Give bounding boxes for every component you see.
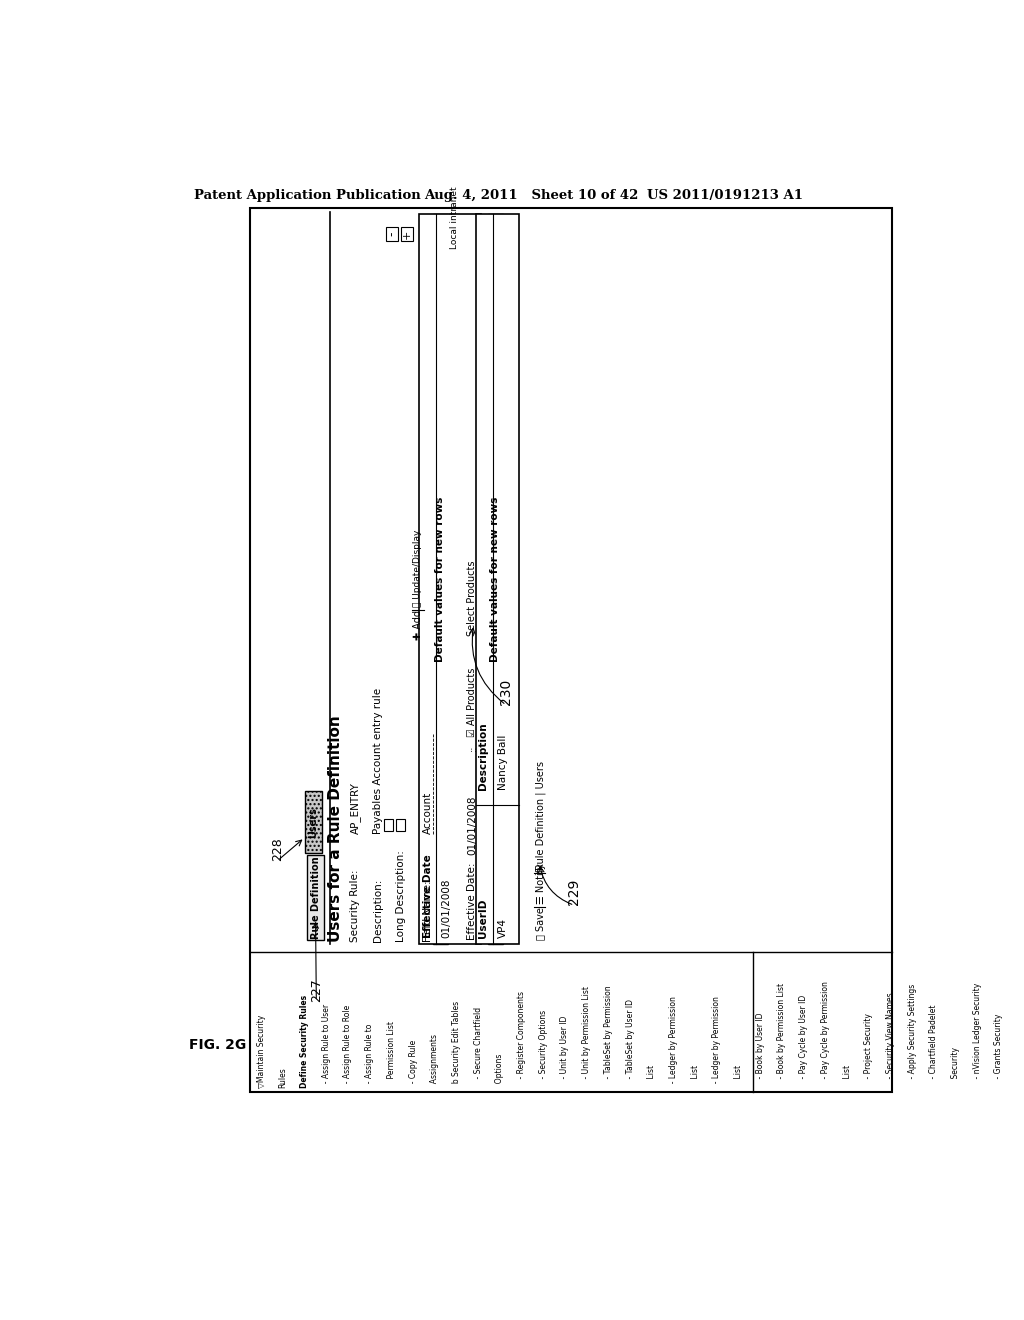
Text: - Assign Rule to User: - Assign Rule to User [322, 1003, 331, 1088]
Text: - Security Options: - Security Options [539, 1010, 548, 1088]
Text: Local intranet: Local intranet [451, 186, 460, 249]
Text: 💾 Update/Display: 💾 Update/Display [414, 529, 422, 607]
Text: ☰ Notify: ☰ Notify [536, 863, 546, 904]
Text: - Ledger by Permission: - Ledger by Permission [669, 995, 678, 1088]
Text: 227: 227 [310, 978, 323, 1002]
Text: FIG. 2G: FIG. 2G [189, 1039, 247, 1052]
Text: Effective Date:: Effective Date: [467, 862, 477, 940]
Text: Rule Definition | Users: Rule Definition | Users [536, 760, 546, 870]
Text: Security Rule:: Security Rule: [349, 870, 359, 942]
Text: - Grants Security: - Grants Security [994, 1014, 1004, 1088]
Text: Rule Definition: Rule Definition [310, 857, 321, 939]
Text: List: List [734, 1065, 743, 1088]
Text: - Copy Rule: - Copy Rule [409, 1040, 418, 1088]
Text: - Secure Chartfield: - Secure Chartfield [474, 1007, 482, 1088]
Text: Payables Account entry rule: Payables Account entry rule [373, 688, 383, 834]
Text: +: + [402, 230, 412, 239]
Text: - Ledger by Permission: - Ledger by Permission [713, 995, 721, 1088]
Text: - Book by Permission List: - Book by Permission List [777, 982, 786, 1088]
Text: - Register Components: - Register Components [517, 991, 526, 1088]
Text: - TableSet by Permission: - TableSet by Permission [604, 985, 612, 1088]
Text: Users: Users [308, 807, 318, 838]
Text: VP4: VP4 [498, 917, 508, 937]
Text: Description: Description [478, 722, 488, 789]
Text: - Apply Security Settings: - Apply Security Settings [907, 983, 916, 1088]
Bar [432, 214, 449, 944]
Bar [487, 214, 503, 944]
Text: 01/01/2008: 01/01/2008 [441, 878, 452, 937]
Text: - Book by User ID: - Book by User ID [756, 1012, 765, 1088]
Text: Rules: Rules [279, 1067, 288, 1088]
Text: Nancy Ball: Nancy Ball [498, 734, 508, 789]
Text: Field Name:: Field Name: [423, 880, 433, 942]
Text: Long Description:: Long Description: [396, 850, 407, 942]
Text: Permission List: Permission List [387, 1020, 396, 1088]
Text: List: List [647, 1065, 656, 1088]
Text: - Security View Names: - Security View Names [886, 993, 895, 1088]
Text: UserID: UserID [478, 899, 488, 937]
Text: Select Products: Select Products [467, 560, 477, 636]
Text: US 2011/0191213 A1: US 2011/0191213 A1 [647, 189, 803, 202]
Bar [251, 207, 892, 1092]
Text: 229: 229 [567, 879, 582, 906]
Text: Security: Security [951, 1047, 961, 1088]
Text: Patent Application Publication: Patent Application Publication [194, 189, 421, 202]
Text: - TableSet by User ID: - TableSet by User ID [626, 999, 635, 1088]
Text: - Assign Rule to Role: - Assign Rule to Role [343, 1005, 352, 1088]
Text: Define Security Rules: Define Security Rules [300, 995, 309, 1088]
Bar [386, 227, 398, 240]
Bar [420, 214, 481, 944]
Text: ::: :: [467, 744, 477, 751]
Text: 228: 228 [271, 837, 284, 861]
Text: AP_ENTRY: AP_ENTRY [349, 783, 360, 834]
Bar [305, 792, 322, 853]
Text: - Project Security: - Project Security [864, 1012, 873, 1088]
Text: Description:: Description: [373, 879, 383, 942]
Text: 230: 230 [500, 678, 513, 705]
Text: List: List [690, 1065, 699, 1088]
Text: -: - [386, 231, 398, 236]
Text: List: List [843, 1065, 852, 1088]
Text: - Unit by Permission List: - Unit by Permission List [583, 986, 591, 1088]
Text: Account: Account [423, 792, 433, 834]
Text: Options: Options [496, 1053, 505, 1088]
Text: Assignments: Assignments [430, 1034, 439, 1088]
Text: 01/01/2008: 01/01/2008 [467, 796, 477, 855]
Text: - Pay Cycle by User ID: - Pay Cycle by User ID [799, 994, 808, 1088]
Text: - Assign Rule to: - Assign Rule to [366, 1023, 374, 1088]
Text: ☑ All Products: ☑ All Products [467, 668, 477, 738]
Bar [400, 227, 414, 240]
Bar [307, 855, 324, 940]
Bar [476, 214, 518, 944]
Text: ▽Maintain Security: ▽Maintain Security [257, 1015, 265, 1088]
Bar [396, 818, 406, 830]
Text: b Security Edit Tables: b Security Edit Tables [452, 1001, 461, 1088]
Text: Aug. 4, 2011   Sheet 10 of 42: Aug. 4, 2011 Sheet 10 of 42 [424, 189, 638, 202]
Text: - Pay Cycle by Permission: - Pay Cycle by Permission [821, 981, 829, 1088]
Bar [384, 818, 393, 830]
Text: Users for a Rule Definition: Users for a Rule Definition [328, 715, 343, 942]
Text: Default values for new rows: Default values for new rows [490, 496, 501, 661]
Text: Effective Date: Effective Date [423, 854, 433, 937]
Text: - nVision Ledger Security: - nVision Ledger Security [973, 982, 982, 1088]
Text: - Unit by User ID: - Unit by User ID [560, 1015, 569, 1088]
Text: - Chartfield Padelet: - Chartfield Padelet [930, 1005, 938, 1088]
Text: ✚ Add: ✚ Add [414, 610, 423, 640]
Text: Default values for new rows: Default values for new rows [435, 496, 445, 661]
Text: 💾 Save: 💾 Save [536, 907, 546, 940]
